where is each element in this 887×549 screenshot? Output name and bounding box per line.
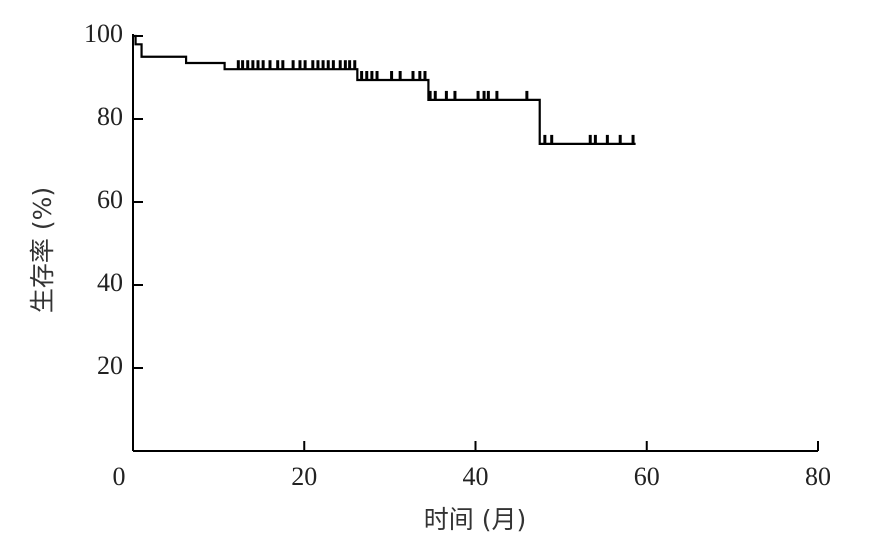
x-axis-title: 时间 (月): [424, 505, 526, 534]
y-tick-label: 40: [97, 268, 123, 297]
x-tick-label: 0: [113, 462, 126, 491]
y-tick-label: 60: [97, 185, 123, 214]
x-tick-label: 20: [291, 462, 317, 491]
y-axis-title: 生存率 (%): [28, 187, 57, 313]
y-tick-label: 100: [84, 19, 123, 48]
y-tick-label: 80: [97, 102, 123, 131]
x-tick-label: 80: [805, 462, 831, 491]
y-tick-label: 20: [97, 351, 123, 380]
x-tick-label: 40: [463, 462, 489, 491]
x-tick-label: 60: [634, 462, 660, 491]
survival-curve: [133, 34, 636, 145]
